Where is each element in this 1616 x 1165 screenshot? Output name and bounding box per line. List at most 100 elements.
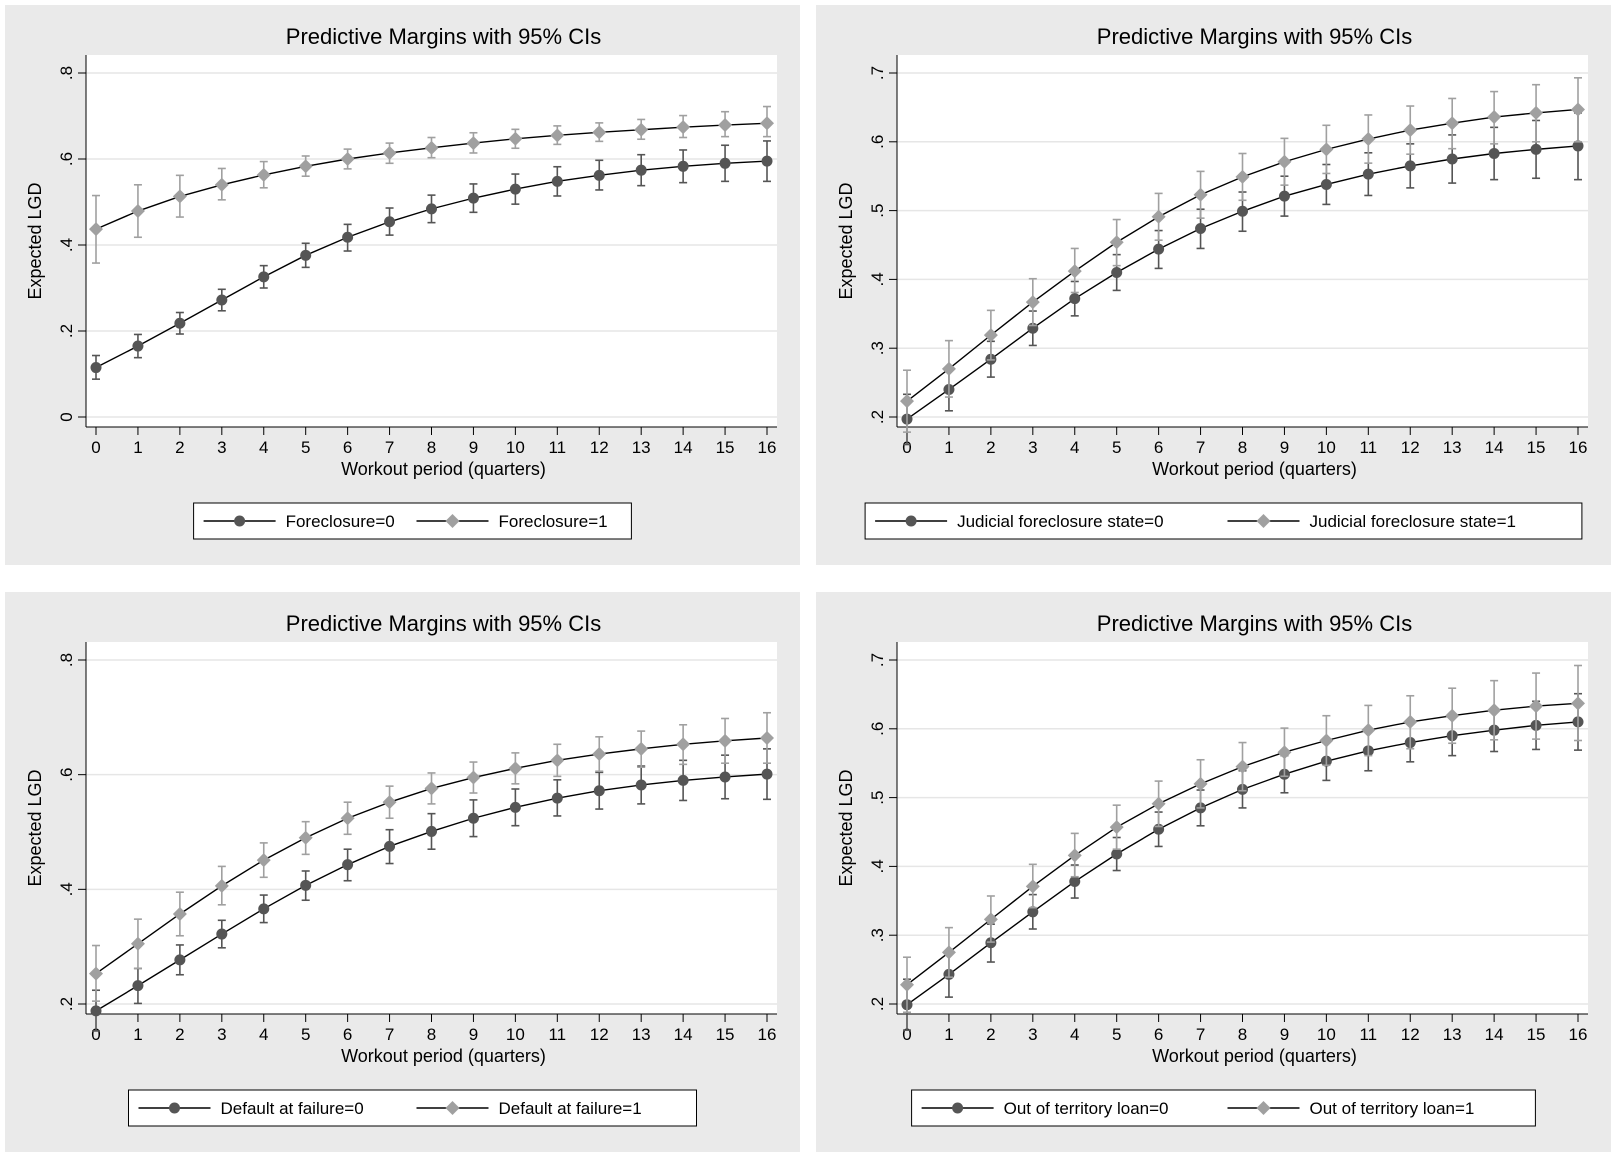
data-point <box>90 1005 102 1017</box>
x-tick-label: 6 <box>1154 1025 1163 1044</box>
data-point <box>424 140 439 155</box>
data-point <box>1319 142 1334 157</box>
data-point <box>677 774 689 786</box>
x-tick-label: 13 <box>1443 1025 1462 1044</box>
x-tick-label: 6 <box>343 1025 352 1044</box>
data-point <box>592 747 607 762</box>
data-point <box>634 122 649 137</box>
data-point <box>172 906 187 921</box>
legend-label: Judicial foreclosure state=0 <box>957 512 1163 531</box>
legend-box <box>128 1089 697 1127</box>
data-point <box>1277 745 1292 760</box>
x-tick-label: 8 <box>427 1025 436 1044</box>
x-tick-label: 14 <box>674 1025 693 1044</box>
legend-label: Out of territory loan=1 <box>1310 1099 1475 1118</box>
y-tick-label: .5 <box>868 791 887 805</box>
x-tick-label: 12 <box>1401 1025 1420 1044</box>
y-axis-label: Expected LGD <box>836 769 856 886</box>
data-point <box>89 222 103 237</box>
x-tick-label: 11 <box>1359 1025 1377 1044</box>
x-tick-label: 15 <box>716 1025 735 1044</box>
data-point <box>551 792 563 804</box>
data-point <box>592 125 607 140</box>
series-0 <box>90 140 773 380</box>
x-tick-label: 14 <box>674 438 693 457</box>
x-tick-label: 1 <box>944 438 953 457</box>
legend-label: Foreclosure=1 <box>499 512 608 531</box>
y-tick-label: .6 <box>868 135 887 149</box>
x-tick-label: 0 <box>902 438 911 457</box>
data-point <box>1361 723 1376 738</box>
y-tick-label: .2 <box>868 997 887 1011</box>
data-point <box>1195 222 1207 234</box>
chart-title: Predictive Margins with 95% CIs <box>286 611 601 636</box>
data-point <box>130 936 145 951</box>
legend: Judicial foreclosure state=0 Judicial for… <box>864 502 1583 540</box>
data-point <box>1446 153 1458 165</box>
data-point <box>1067 264 1082 279</box>
x-tick-label: 4 <box>259 438 268 457</box>
data-point <box>1109 820 1124 835</box>
x-tick-label: 4 <box>1070 1025 1079 1044</box>
x-tick-label: 10 <box>506 438 525 457</box>
x-tick-label: 15 <box>716 438 735 457</box>
data-point <box>1067 848 1082 863</box>
x-tick-label: 16 <box>1569 1025 1588 1044</box>
data-point <box>983 912 998 927</box>
x-tick-label: 13 <box>1443 438 1462 457</box>
data-point <box>1319 733 1334 748</box>
data-point <box>172 189 187 204</box>
x-axis-label: Workout period (quarters) <box>1152 459 1357 479</box>
data-point <box>467 812 479 824</box>
chart-title: Predictive Margins with 95% CIs <box>286 24 601 49</box>
legend-box <box>911 1089 1536 1127</box>
data-point <box>593 169 605 181</box>
data-point <box>216 928 228 940</box>
y-tick-label: .4 <box>868 859 887 873</box>
x-tick-label: 2 <box>175 438 184 457</box>
x-tick-label: 3 <box>1028 438 1037 457</box>
data-point <box>214 177 229 192</box>
x-tick-label: 12 <box>1401 438 1420 457</box>
chart-panel-foreclosure: 0.2.4.6.8 0 1 2 3 4 5 6 7 8 9 10 11 12 13 14 15 16 Predict… <box>5 5 800 565</box>
data-point <box>1153 243 1165 255</box>
data-point <box>900 977 914 992</box>
data-point <box>1278 190 1290 202</box>
data-point <box>258 271 270 283</box>
plot-area <box>897 642 1588 1014</box>
legend: Foreclosure=0 Foreclosure=1 <box>193 502 632 540</box>
data-point <box>1111 267 1123 279</box>
y-tick-label: .8 <box>57 653 76 667</box>
x-tick-label: 13 <box>632 1025 651 1044</box>
data-point <box>340 152 355 166</box>
x-tick-label: 12 <box>590 438 609 457</box>
chart-panel-out-of-territory: .2.3.4.5.6.7 0 1 2 3 4 5 6 7 8 9 10 11 12 13 14 15 16 Pred… <box>816 592 1611 1152</box>
y-tick-label: .2 <box>57 324 76 338</box>
data-point <box>1487 110 1502 125</box>
data-point <box>1445 708 1460 723</box>
x-axis-label: Workout period (quarters) <box>341 459 546 479</box>
data-point <box>1109 235 1124 250</box>
data-point <box>900 394 914 409</box>
data-point <box>1403 714 1418 729</box>
data-point <box>1025 295 1040 310</box>
x-tick-label: 15 <box>1527 438 1546 457</box>
legend-marker <box>952 1102 964 1114</box>
data-point <box>1571 696 1585 711</box>
chart-svg: .2.4.6.80 1 2 3 4 5 6 7 8 9 10 11 12 13 14 15 16Predicti… <box>25 611 777 1127</box>
data-point <box>635 779 647 791</box>
data-point <box>550 753 565 768</box>
x-axis-label: Workout period (quarters) <box>1152 1046 1357 1066</box>
x-tick-label: 7 <box>1196 438 1205 457</box>
data-point <box>1487 703 1502 718</box>
data-point <box>1027 906 1039 918</box>
legend-label: Judicial foreclosure state=1 <box>1310 512 1516 531</box>
data-point <box>1069 876 1081 888</box>
data-point <box>130 204 145 219</box>
data-point <box>1151 209 1166 224</box>
data-point <box>509 801 521 813</box>
y-tick-label: .4 <box>868 272 887 286</box>
x-tick-label: 0 <box>91 438 100 457</box>
data-point <box>593 785 605 797</box>
data-point <box>90 362 102 374</box>
